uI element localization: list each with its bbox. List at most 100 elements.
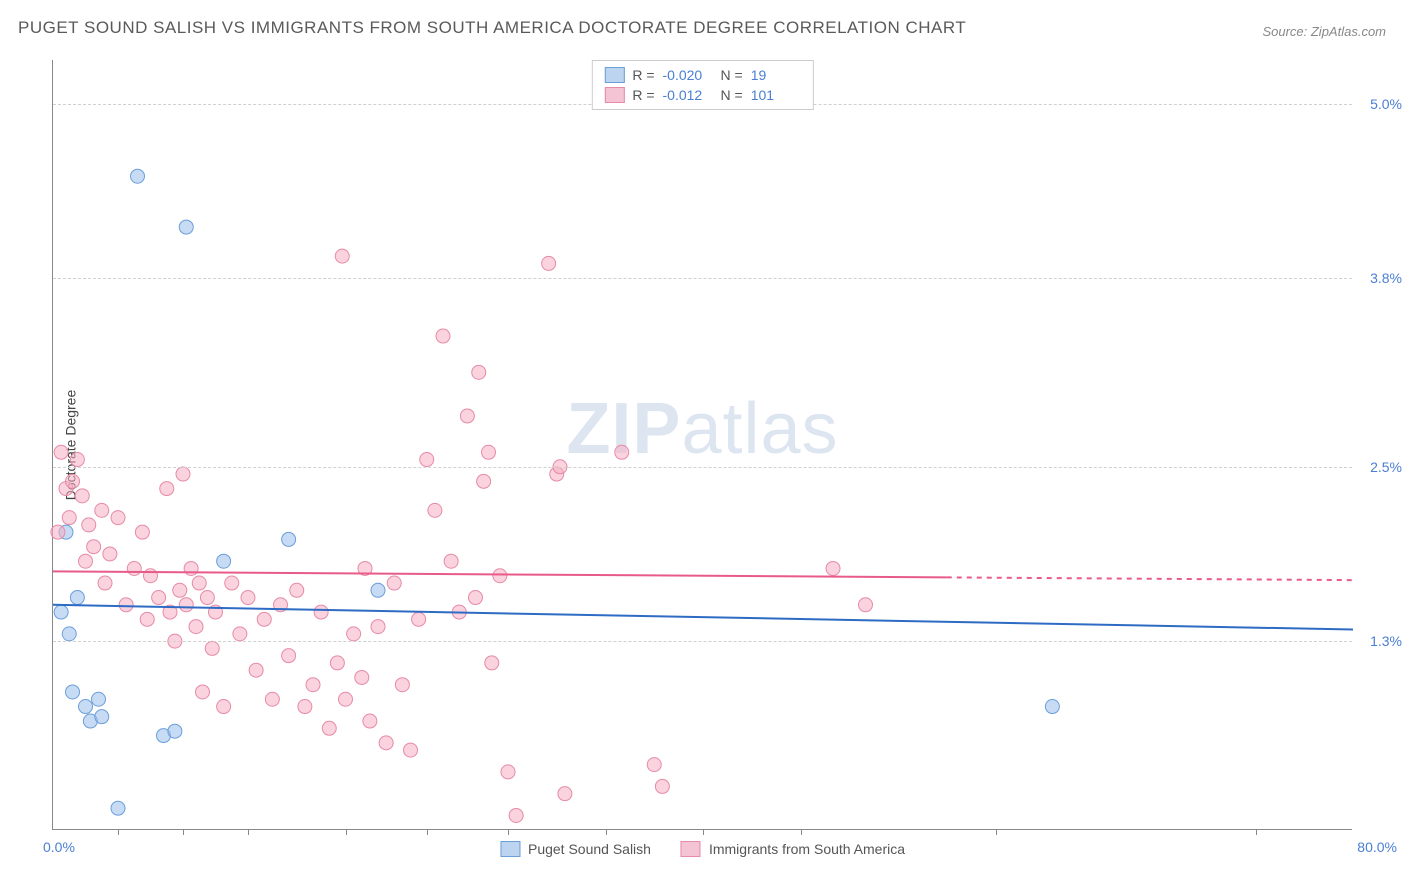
data-point xyxy=(152,591,166,605)
data-point xyxy=(217,700,231,714)
data-point xyxy=(428,503,442,517)
data-point xyxy=(859,598,873,612)
legend-item-south-america: Immigrants from South America xyxy=(681,841,905,857)
data-point xyxy=(395,678,409,692)
data-point xyxy=(282,649,296,663)
data-point xyxy=(225,576,239,590)
data-point xyxy=(826,561,840,575)
data-point xyxy=(241,591,255,605)
data-point xyxy=(92,692,106,706)
data-point xyxy=(111,511,125,525)
data-point xyxy=(144,569,158,583)
data-point xyxy=(335,249,349,263)
data-point xyxy=(298,700,312,714)
chart-title: PUGET SOUND SALISH VS IMMIGRANTS FROM SO… xyxy=(18,18,966,38)
data-point xyxy=(79,554,93,568)
data-point xyxy=(355,670,369,684)
data-point xyxy=(485,656,499,670)
x-tick xyxy=(427,829,428,835)
data-point xyxy=(339,692,353,706)
data-point xyxy=(189,620,203,634)
data-point xyxy=(371,620,385,634)
data-point xyxy=(472,365,486,379)
x-axis-max-label: 80.0% xyxy=(1357,839,1397,855)
data-point xyxy=(469,591,483,605)
trend-line-dashed xyxy=(947,577,1353,580)
data-point xyxy=(140,612,154,626)
swatch-south-america xyxy=(604,87,624,103)
data-point xyxy=(160,482,174,496)
data-point xyxy=(509,808,523,822)
data-point xyxy=(233,627,247,641)
data-point xyxy=(493,569,507,583)
data-point xyxy=(82,518,96,532)
data-point xyxy=(655,779,669,793)
data-point xyxy=(460,409,474,423)
legend-label-salish: Puget Sound Salish xyxy=(528,841,651,857)
data-point xyxy=(103,547,117,561)
data-point xyxy=(66,474,80,488)
data-point xyxy=(412,612,426,626)
data-point xyxy=(404,743,418,757)
data-point xyxy=(168,724,182,738)
data-point xyxy=(54,605,68,619)
data-point xyxy=(179,220,193,234)
data-point xyxy=(436,329,450,343)
data-point xyxy=(176,467,190,481)
data-point xyxy=(615,445,629,459)
x-tick xyxy=(183,829,184,835)
legend-item-salish: Puget Sound Salish xyxy=(500,841,651,857)
r-label: R = xyxy=(632,87,654,103)
data-point xyxy=(249,663,263,677)
data-point xyxy=(501,765,515,779)
data-point xyxy=(51,525,65,539)
data-point xyxy=(322,721,336,735)
x-tick xyxy=(606,829,607,835)
swatch-salish-icon xyxy=(500,841,520,857)
data-point xyxy=(387,576,401,590)
data-point xyxy=(363,714,377,728)
data-point xyxy=(111,801,125,815)
y-tick-label: 5.0% xyxy=(1357,96,1402,112)
grid-line xyxy=(53,641,1352,642)
data-point xyxy=(217,554,231,568)
data-point xyxy=(135,525,149,539)
data-point xyxy=(306,678,320,692)
data-point xyxy=(379,736,393,750)
x-tick xyxy=(996,829,997,835)
x-tick xyxy=(703,829,704,835)
data-point xyxy=(282,532,296,546)
data-point xyxy=(131,169,145,183)
data-point xyxy=(1045,700,1059,714)
data-point xyxy=(66,685,80,699)
data-point xyxy=(477,474,491,488)
legend-row-salish: R = -0.020 N = 19 xyxy=(604,65,800,85)
r-value-south-america: -0.012 xyxy=(663,87,713,103)
r-value-salish: -0.020 xyxy=(663,67,713,83)
data-point xyxy=(62,627,76,641)
n-label: N = xyxy=(721,87,743,103)
data-point xyxy=(179,598,193,612)
trend-line xyxy=(53,605,1353,630)
data-point xyxy=(558,787,572,801)
scatter-svg xyxy=(53,60,1352,829)
data-point xyxy=(87,540,101,554)
data-point xyxy=(647,758,661,772)
data-point xyxy=(98,576,112,590)
x-tick xyxy=(248,829,249,835)
data-point xyxy=(200,591,214,605)
data-point xyxy=(95,503,109,517)
y-tick-label: 1.3% xyxy=(1357,633,1402,649)
grid-line xyxy=(53,278,1352,279)
data-point xyxy=(95,710,109,724)
data-point xyxy=(371,583,385,597)
data-point xyxy=(184,561,198,575)
data-point xyxy=(75,489,89,503)
data-point xyxy=(54,445,68,459)
data-point xyxy=(347,627,361,641)
data-point xyxy=(205,641,219,655)
y-tick-label: 3.8% xyxy=(1357,270,1402,286)
legend-row-south-america: R = -0.012 N = 101 xyxy=(604,85,800,105)
n-value-south-america: 101 xyxy=(751,87,801,103)
source-attribution: Source: ZipAtlas.com xyxy=(1262,24,1386,39)
